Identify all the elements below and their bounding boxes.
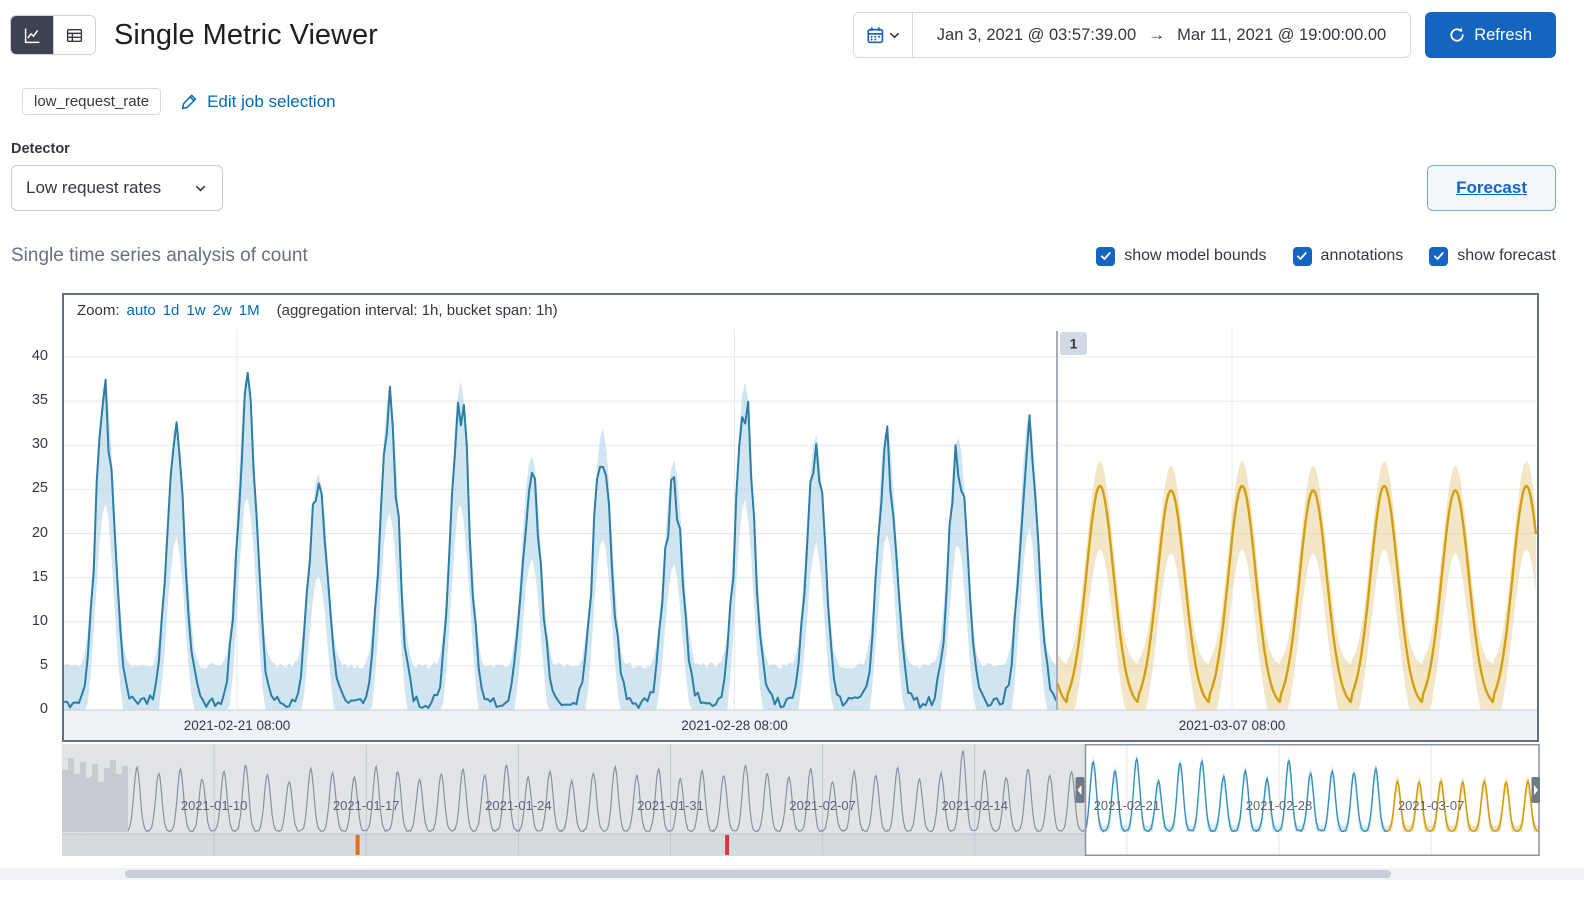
navigator-tick-label: 2021-02-21 bbox=[1094, 798, 1161, 813]
toggles: show model bounds annotations show forecas… bbox=[1096, 246, 1556, 266]
date-start[interactable]: Jan 3, 2021 @ 03:57:39.00 bbox=[936, 25, 1137, 44]
context-navigator[interactable]: 2021-01-10 2021-01-17 2021-01-24 2021-01-31… bbox=[62, 744, 1541, 856]
y-axis-tick-label: 15 bbox=[31, 568, 48, 585]
navigator-tick-label: 2021-02-14 bbox=[941, 798, 1008, 813]
zoom-option-1M[interactable]: 1M bbox=[238, 301, 260, 319]
detector-label: Detector bbox=[11, 141, 70, 157]
line-chart-icon bbox=[24, 27, 41, 44]
top-bar: Single Metric Viewer Jan 3, 2021 @ 03:57… bbox=[0, 0, 1584, 58]
detector-select[interactable]: Low request rates bbox=[11, 165, 223, 211]
navigator-tick-label: 2021-01-24 bbox=[485, 798, 552, 813]
checkbox-checked-icon[interactable] bbox=[1429, 246, 1449, 266]
navigator-svg[interactable]: 2021-01-10 2021-01-17 2021-01-24 2021-01-31… bbox=[62, 744, 1540, 856]
table-view-button[interactable] bbox=[53, 16, 95, 54]
swimlane-warning-mark[interactable] bbox=[355, 835, 360, 855]
x-axis-tick-label: 2021-03-07 08:00 bbox=[1179, 718, 1286, 733]
zoom-links: auto 1d 1w 2w 1M bbox=[127, 302, 260, 319]
date-range: Jan 3, 2021 @ 03:57:39.00 → Mar 11, 2021… bbox=[913, 25, 1410, 45]
data-table-icon bbox=[66, 27, 83, 44]
chevron-down-icon bbox=[889, 30, 900, 41]
calendar-icon bbox=[866, 26, 884, 44]
time-series-chart: 0 5 10 15 20 25 30 35 40 Zoom: auto 1d 1w 2w 1M (agg… bbox=[0, 293, 1584, 742]
svg-text:1: 1 bbox=[1070, 336, 1078, 352]
navigator-forecast-line bbox=[1387, 779, 1539, 832]
y-axis: 0 5 10 15 20 25 30 35 40 bbox=[0, 293, 62, 742]
x-axis-tick-label: 2021-02-21 08:00 bbox=[184, 718, 291, 733]
zoom-option-2w[interactable]: 2w bbox=[212, 301, 232, 319]
pencil-icon bbox=[181, 93, 198, 110]
forecast-button[interactable]: Forecast bbox=[1427, 165, 1556, 211]
horizontal-scrollbar[interactable] bbox=[0, 868, 1584, 880]
view-toggle-group bbox=[10, 15, 96, 55]
x-axis-strip bbox=[64, 710, 1537, 740]
edit-job-selection-link[interactable]: Edit job selection bbox=[181, 92, 336, 112]
chevron-down-icon bbox=[193, 181, 208, 196]
refresh-icon bbox=[1449, 27, 1465, 43]
zoom-label: Zoom: bbox=[77, 301, 120, 319]
date-range-arrow-icon: → bbox=[1148, 25, 1166, 44]
selection-left-handle[interactable] bbox=[1075, 777, 1085, 803]
aggregation-info: (aggregation interval: 1h, bucket span: … bbox=[276, 301, 558, 319]
y-axis-tick-label: 10 bbox=[31, 612, 48, 629]
job-badge: low_request_rate bbox=[22, 88, 162, 115]
zoom-option-1d[interactable]: 1d bbox=[162, 301, 180, 319]
y-axis-tick-label: 35 bbox=[31, 392, 48, 409]
y-axis-tick-label: 30 bbox=[31, 436, 48, 453]
detector-selected-option: Low request rates bbox=[26, 178, 162, 197]
zoom-controls: Zoom: auto 1d 1w 2w 1M (aggregation interval… bbox=[64, 295, 1537, 325]
analysis-heading: Single time series analysis of count bbox=[11, 245, 308, 266]
calendar-dropdown-button[interactable] bbox=[853, 13, 913, 57]
date-picker: Jan 3, 2021 @ 03:57:39.00 → Mar 11, 2021… bbox=[852, 12, 1412, 58]
checkbox-checked-icon[interactable] bbox=[1292, 246, 1312, 266]
x-axis-tick-label: 2021-02-28 08:00 bbox=[681, 718, 788, 733]
job-row: low_request_rate Edit job selection bbox=[22, 88, 1584, 115]
main-plot[interactable]: 2021-02-21 08:00 2021-02-28 08:00 2021-03-… bbox=[64, 325, 1537, 740]
swimlane-critical-mark[interactable] bbox=[725, 835, 730, 855]
refresh-button[interactable]: Refresh bbox=[1425, 12, 1556, 58]
zoom-option-auto[interactable]: auto bbox=[126, 301, 156, 319]
zoom-option-1w[interactable]: 1w bbox=[186, 301, 206, 319]
navigator-tick-label: 2021-03-07 bbox=[1398, 798, 1465, 813]
toggle-label: show forecast bbox=[1457, 247, 1556, 264]
annotation-marker[interactable]: 1 bbox=[1060, 332, 1087, 355]
toggle-label: show model bounds bbox=[1124, 247, 1267, 264]
navigator-tick-label: 2021-01-10 bbox=[181, 798, 248, 813]
forecast-bounds-band bbox=[1057, 461, 1536, 710]
analysis-row: Single time series analysis of count sho… bbox=[11, 245, 1556, 267]
y-axis-tick-label: 20 bbox=[31, 524, 48, 541]
toggle-annotations[interactable]: annotations bbox=[1292, 246, 1404, 266]
navigator-tick-label: 2021-01-17 bbox=[333, 798, 400, 813]
y-axis-tick-label: 25 bbox=[31, 480, 48, 497]
forecast-series-line bbox=[1056, 484, 1537, 704]
toggle-label: annotations bbox=[1320, 247, 1404, 264]
toggle-show-model-bounds[interactable]: show model bounds bbox=[1096, 246, 1267, 266]
navigator-tick-label: 2021-02-28 bbox=[1246, 798, 1313, 813]
navigator-tick-label: 2021-01-31 bbox=[637, 798, 704, 813]
edit-job-selection-label: Edit job selection bbox=[207, 91, 336, 111]
y-axis-tick-label: 40 bbox=[31, 348, 48, 364]
toggle-show-forecast[interactable]: show forecast bbox=[1429, 246, 1556, 266]
selection-right-handle[interactable] bbox=[1531, 777, 1541, 803]
chart-view-button[interactable] bbox=[11, 16, 53, 54]
detector-row: Detector Low request rates Forecast bbox=[11, 141, 1556, 211]
y-axis-tick-label: 0 bbox=[39, 701, 48, 717]
navigator-tick-label: 2021-02-07 bbox=[789, 798, 856, 813]
main-time-series-svg[interactable]: 2021-02-21 08:00 2021-02-28 08:00 2021-03-… bbox=[64, 325, 1537, 740]
chart-panel: Zoom: auto 1d 1w 2w 1M (aggregation interval… bbox=[62, 293, 1539, 742]
refresh-label: Refresh bbox=[1474, 25, 1532, 44]
date-end[interactable]: Mar 11, 2021 @ 19:00:00.00 bbox=[1177, 25, 1387, 44]
page-title: Single Metric Viewer bbox=[114, 18, 378, 51]
navigator-data-block bbox=[62, 758, 128, 832]
navigator-observed-line bbox=[1084, 756, 1388, 833]
observed-series-line bbox=[64, 371, 1058, 709]
scrollbar-thumb[interactable] bbox=[125, 870, 1391, 878]
y-axis-tick-label: 5 bbox=[39, 656, 48, 673]
checkbox-checked-icon[interactable] bbox=[1096, 246, 1116, 266]
navigator-history-line bbox=[62, 750, 1085, 833]
